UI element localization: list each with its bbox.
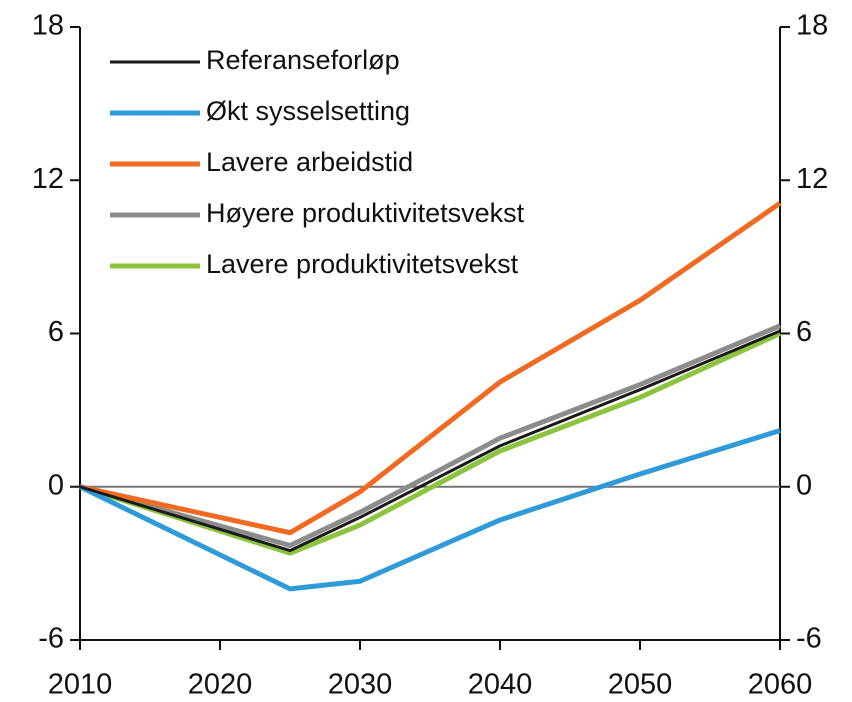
series-line: [78, 428, 781, 592]
series-line: [79, 331, 782, 556]
series-line: [79, 329, 781, 553]
x-tick-label: 2050: [608, 669, 673, 701]
x-tick-label: 2060: [748, 669, 813, 701]
x-tick-label: 2010: [48, 669, 113, 701]
series-line: [79, 201, 782, 536]
legend-label: Høyere produktivitetsvekst: [206, 198, 525, 228]
series-line: [79, 323, 781, 548]
y2-tick-label: 18: [796, 10, 828, 42]
legend-label: Referanseforløp: [206, 45, 400, 75]
legend-label: Lavere arbeidstid: [206, 147, 413, 177]
x-tick-label: 2020: [188, 669, 253, 701]
legend-label: Lavere produktivitetsvekst: [206, 249, 519, 279]
y2-tick-label: 12: [796, 163, 828, 195]
y-tick-label: 12: [32, 163, 64, 195]
y2-tick-label: 6: [796, 316, 812, 348]
x-tick-label: 2030: [328, 669, 393, 701]
y-tick-label: -6: [38, 623, 64, 655]
y2-tick-label: 0: [796, 469, 812, 501]
y-tick-label: 0: [48, 469, 64, 501]
y-tick-label: 18: [32, 10, 64, 42]
legend-label: Økt sysselsetting: [206, 96, 410, 126]
y-tick-label: 6: [48, 316, 64, 348]
x-tick-label: 2040: [468, 669, 533, 701]
y2-tick-label: -6: [796, 623, 822, 655]
